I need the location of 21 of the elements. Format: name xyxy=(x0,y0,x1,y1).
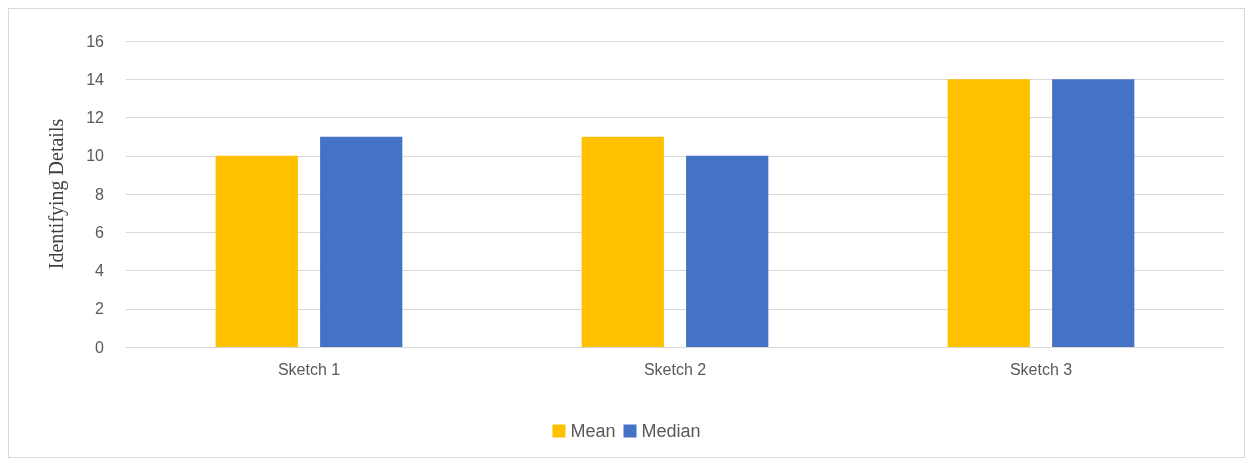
x-tick-label: Sketch 1 xyxy=(277,360,341,378)
y-axis-title: Identifying Details xyxy=(45,118,68,270)
bar xyxy=(215,155,298,347)
bar xyxy=(581,136,664,347)
x-tick-label: Sketch 2 xyxy=(643,360,707,378)
legend-label: Median xyxy=(641,421,701,441)
y-tick-label: 4 xyxy=(95,262,105,279)
bar xyxy=(1052,79,1135,347)
x-tick-label: Sketch 3 xyxy=(1009,360,1073,378)
y-tick-label: 6 xyxy=(95,223,105,241)
y-tick-label: 10 xyxy=(86,147,105,165)
y-tick-label: 2 xyxy=(95,300,105,318)
y-tick-label: 16 xyxy=(86,32,105,50)
y-tick-label: 0 xyxy=(95,338,105,356)
bar xyxy=(947,79,1030,347)
y-tick-label: 8 xyxy=(95,185,105,203)
y-tick-label: 14 xyxy=(86,70,105,88)
legend-label: Mean xyxy=(570,421,616,441)
bar xyxy=(320,136,403,347)
y-tick-label: 12 xyxy=(86,109,105,126)
bar xyxy=(686,155,769,347)
